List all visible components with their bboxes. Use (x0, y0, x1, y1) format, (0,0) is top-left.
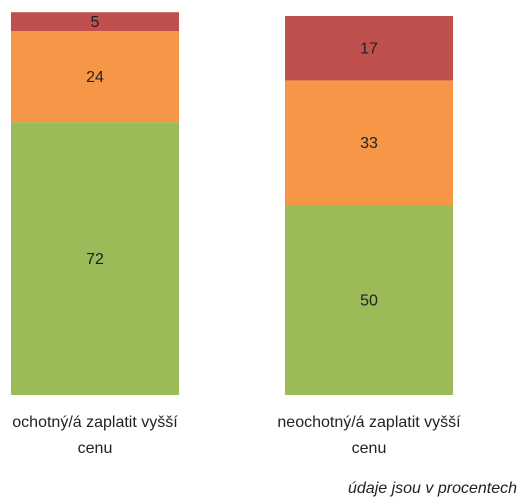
data-label: 5 (91, 14, 100, 31)
bar-segment (285, 80, 453, 206)
bar-segment (285, 205, 453, 395)
data-label: 17 (360, 40, 378, 57)
data-label: 50 (360, 292, 378, 309)
note: údaje jsou v procentech (348, 480, 517, 497)
category-label: neochotný/á zaplatit vyšší cenu (277, 414, 461, 457)
category-label: ochotný/á zaplatit vyšší cenu (12, 414, 178, 457)
bar-segment (11, 12, 179, 32)
bar-segment (11, 31, 179, 123)
bar-segment (285, 16, 453, 81)
data-label: 72 (86, 251, 104, 268)
bar-segment (11, 122, 179, 396)
data-label: 24 (86, 69, 104, 86)
data-label: 33 (360, 135, 378, 152)
